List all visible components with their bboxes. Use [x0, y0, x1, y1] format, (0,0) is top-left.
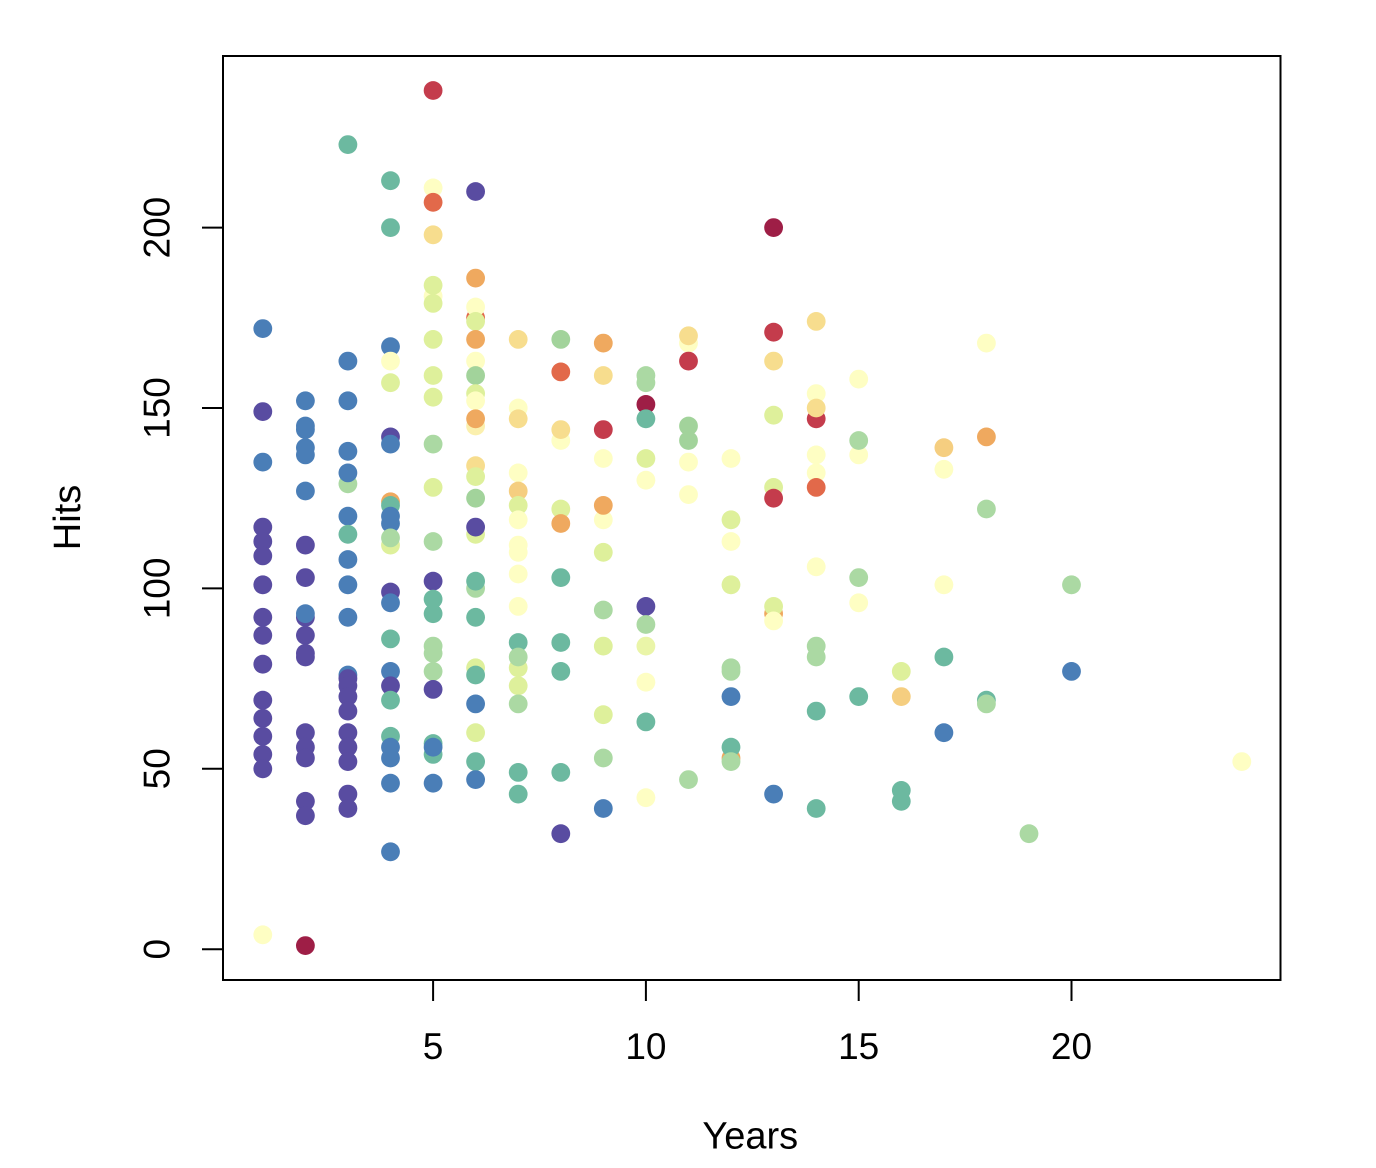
- svg-text:100: 100: [137, 558, 178, 620]
- svg-text:5: 5: [423, 1026, 444, 1067]
- svg-text:20: 20: [1051, 1026, 1092, 1067]
- svg-text:200: 200: [137, 197, 178, 259]
- svg-text:50: 50: [137, 748, 178, 789]
- svg-text:0: 0: [137, 939, 178, 960]
- svg-text:150: 150: [137, 377, 178, 439]
- svg-text:10: 10: [625, 1026, 666, 1067]
- svg-text:Years: Years: [702, 1116, 798, 1158]
- svg-text:Hits: Hits: [47, 485, 89, 550]
- svg-text:15: 15: [838, 1026, 879, 1067]
